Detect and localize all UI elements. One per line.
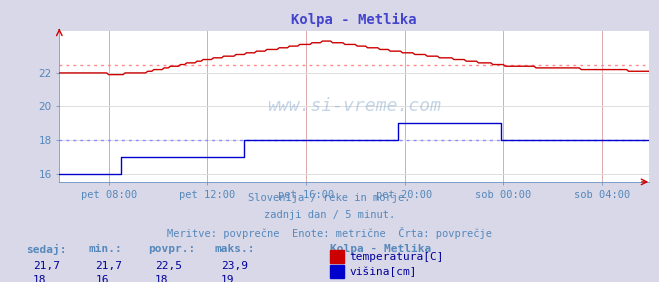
Title: Kolpa - Metlika: Kolpa - Metlika xyxy=(291,13,417,27)
Text: 21,7: 21,7 xyxy=(33,261,60,271)
Text: min.:: min.: xyxy=(89,244,123,254)
Text: 16: 16 xyxy=(96,275,109,282)
Text: 22,5: 22,5 xyxy=(155,261,182,271)
Text: 21,7: 21,7 xyxy=(96,261,123,271)
Text: Kolpa - Metlika: Kolpa - Metlika xyxy=(330,244,431,254)
Text: 19: 19 xyxy=(221,275,234,282)
Text: Meritve: povprečne  Enote: metrične  Črta: povprečje: Meritve: povprečne Enote: metrične Črta:… xyxy=(167,227,492,239)
Text: višina[cm]: višina[cm] xyxy=(349,266,416,277)
Text: maks.:: maks.: xyxy=(214,244,254,254)
Text: zadnji dan / 5 minut.: zadnji dan / 5 minut. xyxy=(264,210,395,220)
Text: 18: 18 xyxy=(33,275,46,282)
Text: www.si-vreme.com: www.si-vreme.com xyxy=(267,98,442,115)
Text: 18: 18 xyxy=(155,275,168,282)
Text: 23,9: 23,9 xyxy=(221,261,248,271)
Text: povpr.:: povpr.: xyxy=(148,244,196,254)
Text: sedaj:: sedaj: xyxy=(26,244,67,255)
Text: Slovenija / reke in morje.: Slovenija / reke in morje. xyxy=(248,193,411,203)
Text: temperatura[C]: temperatura[C] xyxy=(349,252,444,262)
